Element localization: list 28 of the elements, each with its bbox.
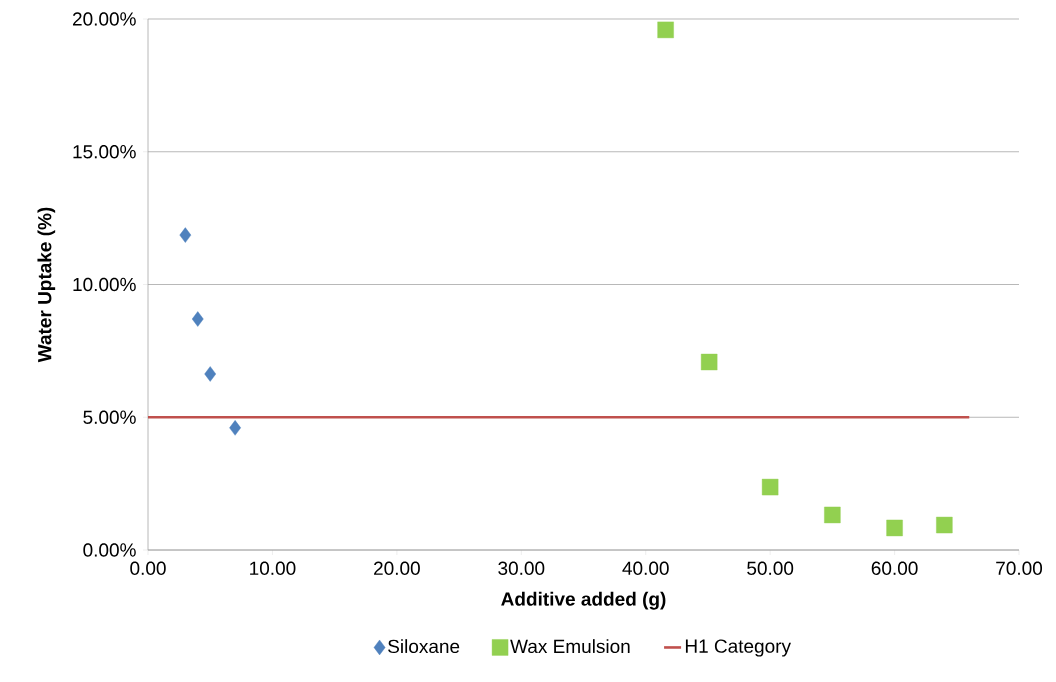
- y-tick-label: 5.00%: [83, 410, 136, 424]
- point: [191, 311, 204, 327]
- point: [936, 516, 953, 534]
- x-tick-label: 10.00: [250, 561, 296, 575]
- y-tick-label: 15.00%: [73, 145, 136, 159]
- legend-label: Siloxane: [388, 639, 460, 654]
- x-tick-label: 30.00: [498, 561, 545, 575]
- legend-label: H1 Category: [685, 639, 791, 657]
- point: [886, 519, 903, 537]
- y-tick-label: 0.00%: [83, 543, 136, 557]
- x-tick-label: 60.00: [871, 561, 918, 575]
- point: [824, 506, 841, 524]
- x-tick-label: 40.00: [622, 561, 669, 575]
- x-tick-label: 70.00: [996, 561, 1043, 575]
- legend-label: Wax Emulsion: [510, 639, 630, 654]
- x-axis-title: Additive added (g): [501, 591, 666, 610]
- x-tick-label: 50.00: [747, 561, 794, 575]
- x-tick-label: 20.00: [374, 561, 420, 575]
- point: [700, 353, 718, 371]
- y-axis-title: Water Uptake (%): [37, 207, 56, 363]
- point: [204, 366, 217, 382]
- point: [179, 227, 192, 243]
- y-tick-label: 20.00%: [72, 12, 136, 26]
- point: [229, 420, 241, 436]
- x-tick-label: 0.00: [130, 561, 166, 575]
- point: [657, 21, 674, 39]
- point: [761, 478, 779, 496]
- y-tick-label: 10.00%: [73, 277, 136, 292]
